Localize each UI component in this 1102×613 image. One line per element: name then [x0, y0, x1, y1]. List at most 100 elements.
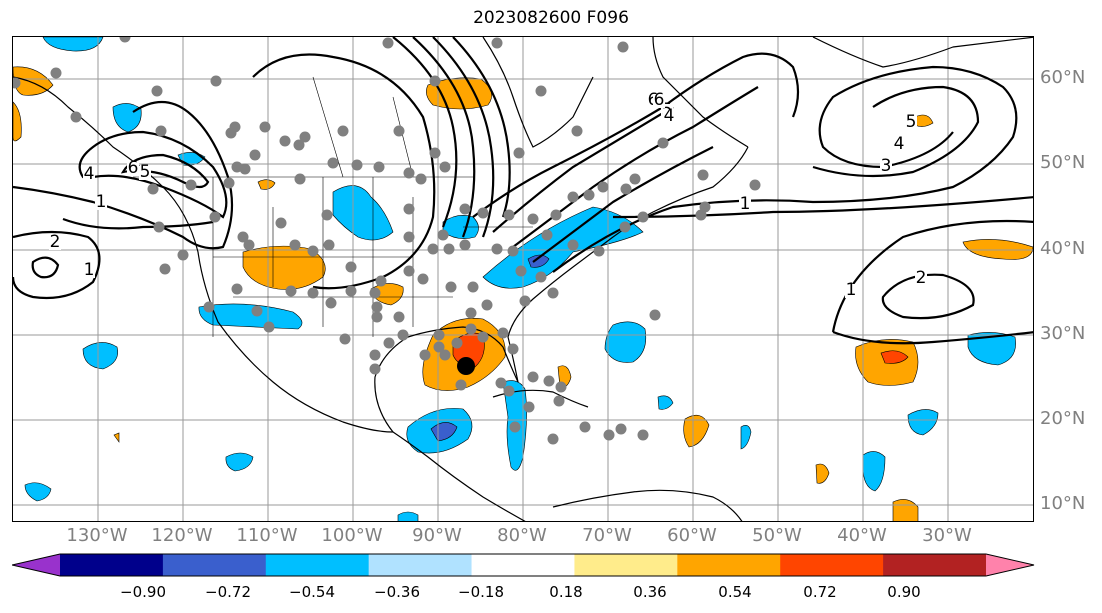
lon-label-120w: 120°W — [151, 525, 213, 546]
contour-line — [452, 37, 511, 218]
graticule — [13, 37, 1033, 521]
station-marker — [523, 401, 535, 413]
contour-line — [120, 153, 210, 189]
station-marker — [285, 285, 297, 297]
station-marker — [339, 333, 351, 345]
station-marker — [507, 245, 519, 257]
greenland — [812, 37, 1033, 68]
station-marker — [203, 301, 215, 313]
contour-line — [412, 37, 476, 238]
colorbar-tick-label: −0.18 — [458, 583, 504, 601]
station-marker — [593, 245, 605, 257]
colorbar-segment — [368, 554, 473, 576]
station-marker — [649, 309, 661, 321]
station-marker — [307, 245, 319, 257]
colorbar-segment — [162, 554, 267, 576]
station-marker — [637, 211, 649, 223]
station-marker — [497, 327, 509, 339]
station-marker — [657, 137, 669, 149]
station-marker — [225, 127, 237, 139]
station-marker — [495, 377, 507, 389]
station-marker — [345, 261, 357, 273]
colorbar-extend-high — [986, 554, 1034, 576]
station-marker — [519, 295, 531, 307]
station-marker — [491, 37, 503, 49]
contour-line — [13, 230, 101, 300]
station-marker — [477, 207, 489, 219]
colorbar-tick-label: −0.36 — [374, 583, 420, 601]
station-marker — [620, 183, 632, 195]
station-marker — [159, 263, 171, 275]
orange-region — [113, 432, 120, 443]
blue-region — [604, 321, 647, 363]
station-marker — [527, 213, 539, 225]
orange-region — [683, 414, 710, 448]
lat-label-30n: 30°N — [1040, 323, 1086, 344]
blue-region — [397, 511, 419, 521]
contour-line — [552, 65, 1018, 273]
station-marker — [427, 243, 439, 255]
contour-label: 1 — [84, 260, 95, 280]
station-marker — [403, 167, 415, 179]
lat-label-20n: 20°N — [1040, 408, 1086, 429]
station-marker — [307, 287, 319, 299]
colorbar-tick-label: −0.72 — [205, 583, 251, 601]
station-marker — [567, 239, 579, 251]
station-marker — [351, 159, 363, 171]
blue-region — [332, 185, 394, 241]
station-marker — [177, 249, 189, 261]
station-marker — [749, 179, 761, 191]
lon-label-90w: 90°W — [412, 525, 462, 546]
colorbar-tick-label: −0.54 — [289, 583, 335, 601]
colorbar-tick-label: 0.72 — [803, 583, 837, 601]
lon-label-110w: 110°W — [236, 525, 298, 546]
station-marker — [507, 343, 519, 355]
station-marker — [369, 363, 381, 375]
station-marker — [619, 221, 631, 233]
station-marker — [571, 125, 583, 137]
north-america-coast — [13, 76, 526, 521]
station-marker — [513, 147, 525, 159]
contour-label-bg — [880, 160, 892, 174]
orange-region — [892, 499, 919, 521]
station-marker — [231, 283, 243, 295]
station-marker — [509, 421, 521, 433]
south-america-coast — [552, 489, 743, 521]
station-marker — [491, 243, 503, 255]
blue-region — [24, 482, 52, 502]
station-marker — [369, 349, 381, 361]
station-marker — [279, 135, 291, 147]
station-marker — [543, 375, 555, 387]
station-marker — [433, 329, 445, 341]
station-marker — [403, 231, 415, 243]
contour-label: 1 — [96, 192, 107, 212]
station-marker — [209, 211, 221, 223]
contour-label: 3 — [881, 156, 892, 176]
contour-label: 6 — [654, 90, 665, 110]
station-marker — [429, 75, 441, 87]
lon-label-30w: 30°W — [922, 525, 972, 546]
contour-line — [78, 130, 228, 219]
orange-region — [962, 239, 1033, 260]
colorbar-outline — [12, 553, 1035, 577]
orange-region — [914, 114, 934, 127]
contour-label-bg — [893, 138, 905, 152]
station-marker — [439, 349, 451, 361]
station-marker — [337, 125, 349, 137]
station-marker — [541, 229, 553, 241]
station-marker — [293, 139, 305, 151]
colorbar — [12, 553, 1035, 577]
blue-region — [198, 303, 303, 330]
lon-label-40w: 40°W — [837, 525, 887, 546]
station-markers — [13, 37, 761, 445]
lat-label-50n: 50°N — [1040, 152, 1086, 173]
station-marker — [429, 147, 441, 159]
contour-line — [832, 330, 1033, 345]
contour-label-bg — [127, 162, 139, 176]
contour-line — [492, 106, 674, 233]
blue-region — [42, 37, 104, 52]
colorbar-tick-label: 0.54 — [718, 583, 752, 601]
contour-label-bg — [653, 94, 665, 108]
station-marker — [697, 169, 709, 181]
station-marker — [345, 285, 357, 297]
